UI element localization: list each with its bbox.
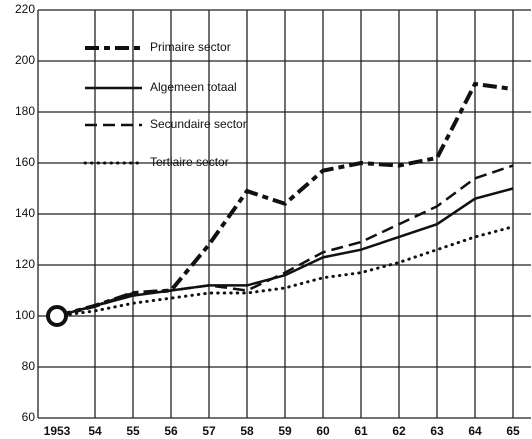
y-tick-label: 160: [15, 155, 35, 169]
x-tick-label: 63: [430, 424, 444, 438]
y-tick-label: 140: [15, 206, 35, 220]
y-tick-label: 180: [15, 104, 35, 118]
origin-marker: [46, 305, 68, 327]
x-tick-label: 58: [240, 424, 254, 438]
x-tick-label: 1953: [44, 424, 71, 438]
x-tick-label: 56: [164, 424, 178, 438]
y-tick-label: 120: [15, 257, 35, 271]
x-tick-label: 62: [392, 424, 406, 438]
y-tick-label: 60: [22, 410, 36, 424]
y-tick-label: 220: [15, 2, 35, 16]
y-tick-label: 200: [15, 53, 35, 67]
legend-label: Algemeen totaal: [150, 80, 237, 94]
y-tick-label: 80: [22, 359, 36, 373]
series-line: [56, 164, 514, 318]
series-line: [56, 187, 514, 318]
series-line: [55, 225, 515, 318]
x-tick-label: 57: [202, 424, 216, 438]
x-tick-label: 59: [278, 424, 292, 438]
legend-label: Primaire sector: [150, 40, 231, 54]
x-tick-label: 65: [506, 424, 520, 438]
y-tick-label: 100: [15, 308, 35, 322]
x-tick-label: 60: [316, 424, 330, 438]
legend-label: Secundaire sector: [150, 117, 247, 131]
x-tick-label: 64: [468, 424, 482, 438]
x-tick-label: 54: [88, 424, 102, 438]
x-tick-label: 55: [126, 424, 140, 438]
x-tick-label: 61: [354, 424, 368, 438]
legend-label: Tertiaire sector: [150, 155, 229, 169]
